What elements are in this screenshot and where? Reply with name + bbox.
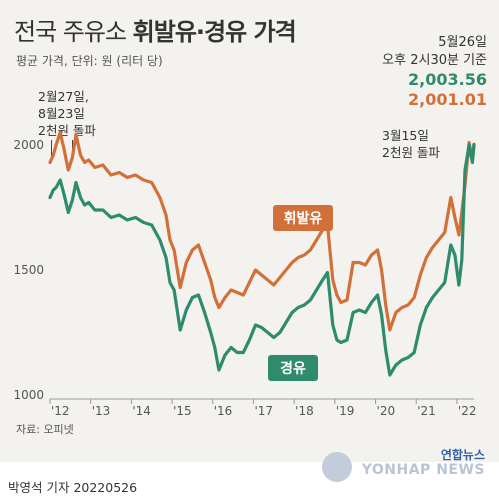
annotation-line: 2천원 돌파 [382, 145, 440, 160]
title-bold: 휘발유·경유 가격 [132, 18, 297, 46]
diesel-latest-value: 2,003.56 [408, 70, 487, 89]
yonhap-logo-en: YONHAP NEWS [361, 462, 485, 478]
yonhap-logo-icon [322, 452, 352, 482]
x-tick-label: '22 [458, 404, 477, 418]
x-tick-label: '12 [51, 404, 70, 418]
series-label-gasoline: 휘발유 [284, 210, 323, 227]
x-tick-label: '15 [173, 404, 192, 418]
annotation-line: 2천원 돌파 [38, 123, 96, 138]
series-label-box-gasoline [273, 205, 333, 231]
x-tick-label: '21 [417, 404, 436, 418]
annotation-leader-left-2 [72, 140, 73, 152]
x-tick-label: '14 [132, 404, 151, 418]
y-tick-label: 1500 [13, 263, 44, 277]
series-label-diesel: 경유 [280, 360, 306, 377]
x-tick-label: '16 [214, 404, 233, 418]
page-title: 전국 주유소 휘발유·경유 가격 [14, 12, 297, 47]
x-tick-label: '19 [336, 404, 355, 418]
annotation-2022: 3월15일 2천원 돌파 [382, 127, 440, 161]
x-tick-label: '20 [377, 404, 396, 418]
reporter-credit: 박영석 기자 20220526 [8, 480, 138, 495]
subtitle: 평균 가격, 단위: 원 (리터 당) [16, 54, 163, 68]
series-label-box-diesel [268, 355, 318, 381]
title-light: 전국 주유소 [14, 18, 133, 46]
x-tick-label: '13 [92, 404, 111, 418]
x-tick-label: '17 [254, 404, 273, 418]
annotation-line: 2월27일, [38, 89, 89, 104]
series-line-diesel [48, 142, 476, 377]
footer-bar [0, 462, 499, 501]
x-tick-label: '18 [295, 404, 314, 418]
latest-time: 오후 2시30분 기준 [382, 53, 487, 68]
annotation-leader-left [51, 140, 52, 160]
latest-price-block: 5월26일 오후 2시30분 기준 2,003.56 2,001.01 [382, 34, 487, 110]
source-note: 자료: 오피넷 [16, 423, 74, 436]
gasoline-latest-value: 2,001.01 [408, 90, 487, 109]
yonhap-logo-kr: 연합뉴스 [440, 448, 485, 462]
latest-date: 5월26일 [438, 35, 487, 50]
annotation-2012: 2월27일, 8월23일 2천원 돌파 [38, 88, 96, 139]
series-line-gasoline [48, 130, 476, 332]
annotation-line: 3월15일 [382, 128, 429, 143]
y-tick-label: 2000 [13, 138, 44, 152]
annotation-line: 8월23일 [38, 106, 85, 121]
y-tick-label: 1000 [13, 388, 44, 402]
